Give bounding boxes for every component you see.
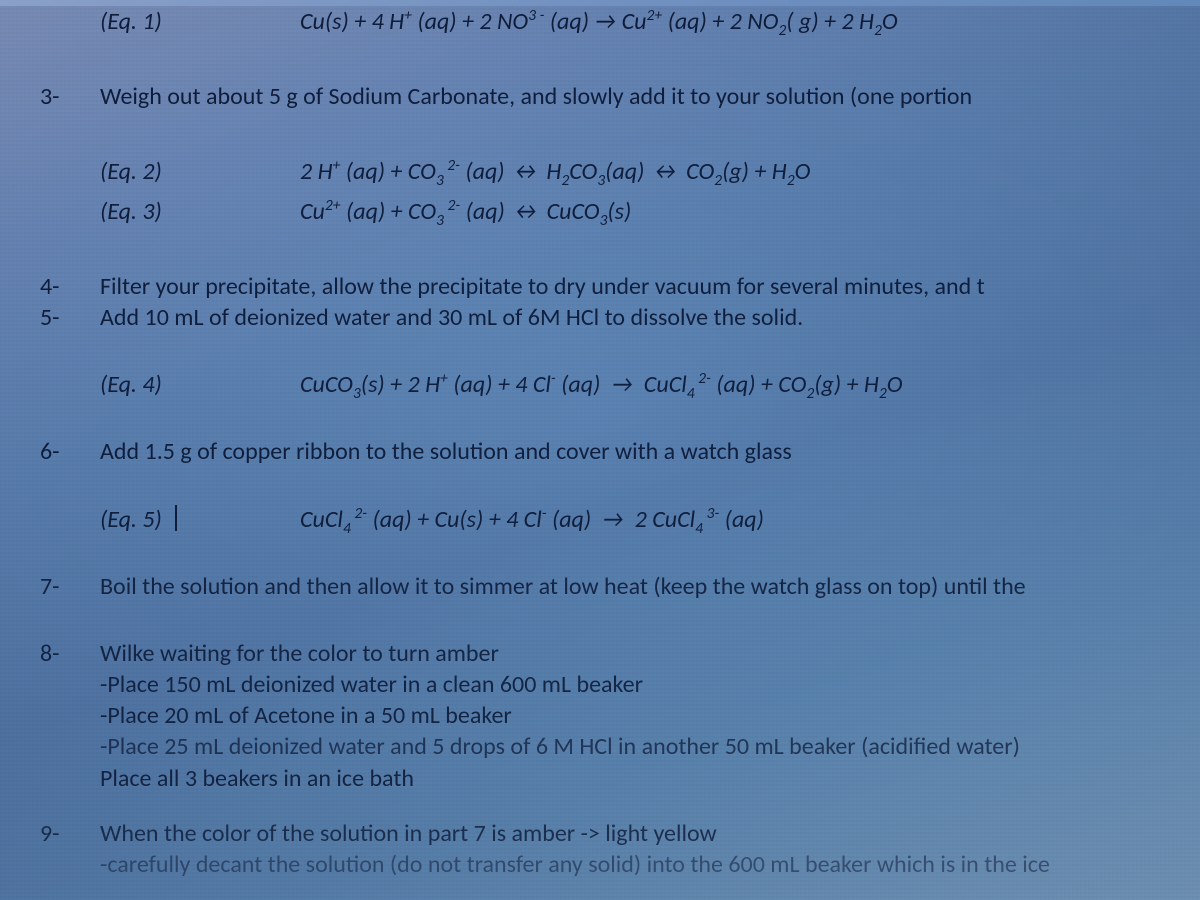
step-9-number: 9- [40, 818, 100, 849]
step-4-text: Filter your precipitate, allow the preci… [100, 271, 1200, 302]
step-4-number: 4- [40, 271, 100, 302]
equation-1: Cu(s) + 4 H+ (aq) + 2 NO3 - (aq) → Cu2+ … [300, 6, 898, 37]
step-8-line-1: Wilke waiting for the color to turn ambe… [100, 638, 1200, 669]
step-8-body: Wilke waiting for the color to turn ambe… [100, 638, 1200, 794]
equation-3-label: (Eq. 3) [40, 196, 300, 227]
step-9-line-1: When the color of the solution in part 7… [100, 818, 1200, 849]
equation-5: CuCl4 2- (aq) + Cu(s) + 4 Cl- (aq) → 2 C… [300, 504, 764, 535]
equation-4-row: (Eq. 4) CuCO3(s) + 2 H+ (aq) + 4 Cl- (aq… [40, 369, 1200, 400]
step-8-line-4: -Place 25 mL deionized water and 5 drops… [100, 731, 1200, 762]
equation-5-row: (Eq. 5) CuCl4 2- (aq) + Cu(s) + 4 Cl- (a… [40, 504, 1200, 535]
step-9: 9- When the color of the solution in par… [40, 818, 1200, 880]
step-5-number: 5- [40, 302, 100, 333]
step-9-body: When the color of the solution in part 7… [100, 818, 1200, 880]
step-7-number: 7- [40, 571, 100, 602]
step-8-number: 8- [40, 638, 100, 669]
step-8-line-3: -Place 20 mL of Acetone in a 50 mL beake… [100, 700, 1200, 731]
step-8-line-5: Place all 3 beakers in an ice bath [100, 763, 1200, 794]
step-3: 3- Weigh out about 5 g of Sodium Carbona… [40, 81, 1200, 112]
step-6: 6- Add 1.5 g of copper ribbon to the sol… [40, 436, 1200, 467]
equation-2: 2 H+ (aq) + CO3 2- (aq) ↔ H2CO3(aq) ↔ CO… [300, 156, 810, 187]
step-8-line-2: -Place 150 mL deionized water in a clean… [100, 669, 1200, 700]
step-8: 8- Wilke waiting for the color to turn a… [40, 638, 1200, 794]
step-6-number: 6- [40, 436, 100, 467]
equation-4-label: (Eq. 4) [40, 369, 300, 400]
equation-2-label: (Eq. 2) [40, 156, 300, 187]
step-3-number: 3- [40, 81, 100, 112]
equation-4: CuCO3(s) + 2 H+ (aq) + 4 Cl- (aq) → CuCl… [300, 369, 903, 400]
step-9-line-2: -carefully decant the solution (do not t… [100, 849, 1200, 880]
equation-5-label: (Eq. 5) [40, 504, 300, 535]
step-7: 7- Boil the solution and then allow it t… [40, 571, 1200, 602]
step-6-text: Add 1.5 g of copper ribbon to the soluti… [100, 436, 1200, 467]
text-cursor [175, 505, 177, 531]
equation-2-row: (Eq. 2) 2 H+ (aq) + CO3 2- (aq) ↔ H2CO3(… [40, 156, 1200, 187]
equation-3: Cu2+ (aq) + CO3 2- (aq) ↔ CuCO3(s) [300, 196, 631, 227]
step-5-text: Add 10 mL of deionized water and 30 mL o… [100, 302, 1200, 333]
step-7-text: Boil the solution and then allow it to s… [100, 571, 1200, 602]
equation-3-row: (Eq. 3) Cu2+ (aq) + CO3 2- (aq) ↔ CuCO3(… [40, 196, 1200, 227]
equation-5-label-text: (Eq. 5) [100, 505, 162, 534]
equation-1-label: (Eq. 1) [40, 6, 300, 37]
document-page: (Eq. 1) Cu(s) + 4 H+ (aq) + 2 NO3 - (aq)… [0, 6, 1200, 880]
equation-1-row: (Eq. 1) Cu(s) + 4 H+ (aq) + 2 NO3 - (aq)… [40, 6, 1200, 37]
step-5: 5- Add 10 mL of deionized water and 30 m… [40, 302, 1200, 333]
step-4: 4- Filter your precipitate, allow the pr… [40, 271, 1200, 302]
step-3-text: Weigh out about 5 g of Sodium Carbonate,… [100, 81, 1200, 112]
